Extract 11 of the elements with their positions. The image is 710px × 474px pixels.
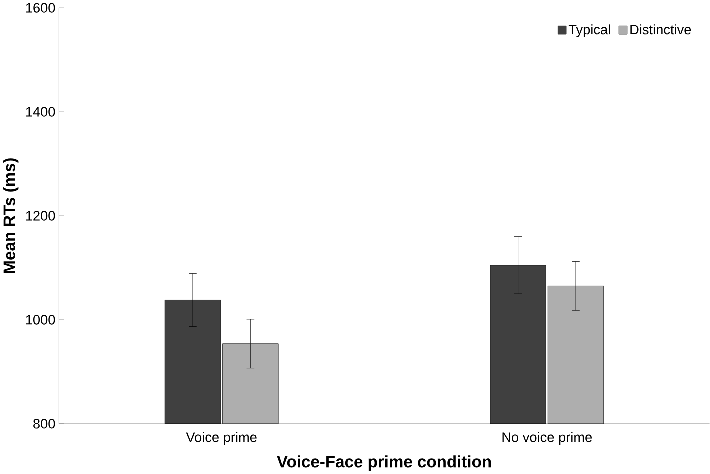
y-axis-title: Mean RTs (ms) bbox=[3, 158, 19, 274]
x-axis-title: Voice-Face prime condition bbox=[277, 455, 492, 471]
x-tick-label: No voice prime bbox=[502, 432, 592, 445]
y-tick-label: 1200 bbox=[26, 211, 56, 221]
y-tick-label: 1400 bbox=[26, 107, 56, 117]
x-tick-label: Voice prime bbox=[186, 432, 257, 445]
legend-label: Typical bbox=[568, 24, 610, 38]
y-tick-label: 1000 bbox=[26, 315, 56, 325]
y-tick-label: 1600 bbox=[26, 3, 56, 13]
y-tick-label: 800 bbox=[34, 418, 56, 429]
legend-label: Distinctive bbox=[630, 24, 692, 35]
